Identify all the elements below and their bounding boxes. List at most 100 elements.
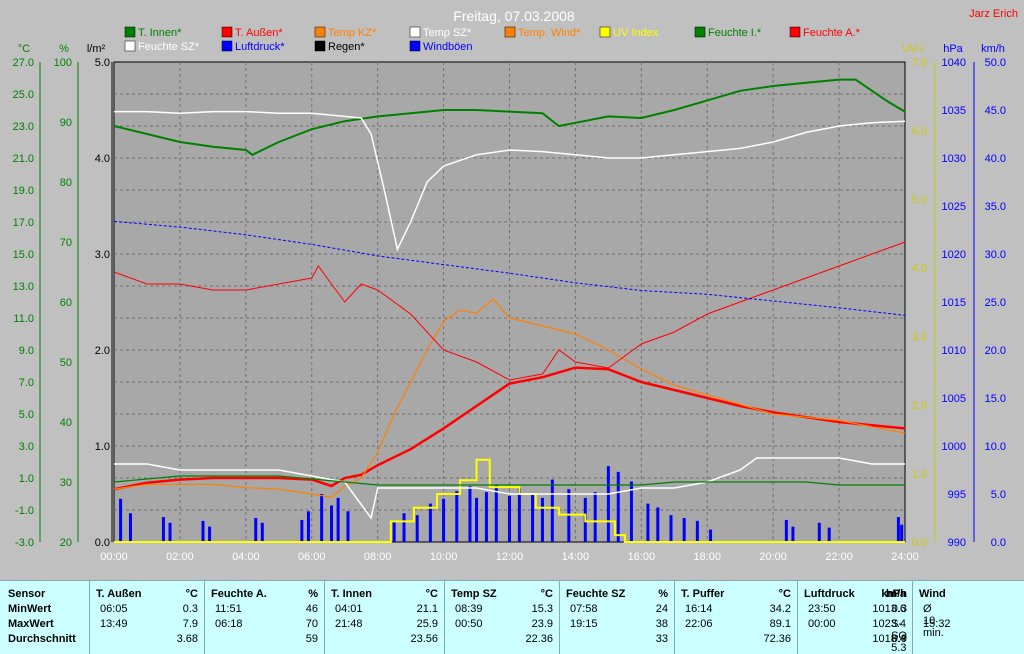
legend-label: Luftdruck* [235,41,285,53]
axis-tick-label: 6.0 [912,126,927,138]
axis-tick-label: 3.0 [19,441,34,453]
x-tick-label: 10:00 [430,551,458,563]
axis-tick-label: 990 [948,537,966,549]
x-tick-label: 18:00 [693,551,721,563]
axis-tick-label: 1010 [942,345,966,357]
axis-tick-label: 1030 [942,153,966,165]
axis-tick-label: 5.0 [991,489,1006,501]
axis-tick-label: 1005 [942,393,966,405]
stats-unit: % [658,588,668,600]
axis-tick-label: 50 [60,357,72,369]
axis-tick-label: 19.0 [13,185,34,197]
stats-min-value: 34.2 [769,603,791,615]
series-luftdruck [113,220,906,316]
axis-unit: l/m² [87,43,106,55]
axis-tick-label: -3.0 [15,537,34,549]
stats-max-time: 15:32 [923,618,951,630]
stats-column: T. Innen °C 04:01 21.1 21:48 25.9 23.56 [325,581,445,654]
axis-tick-label: 100 [54,57,72,69]
axis-tick-label: 15.0 [13,249,34,261]
axis-tick-label: 1035 [942,105,966,117]
legend-swatch [124,40,136,52]
chart-title: Freitag, 07.03.2008 [453,8,575,24]
legend-label: Feuchte SZ* [138,41,200,53]
stats-avg-value: 0.9 [891,633,907,645]
legend-label: Temp SZ* [423,27,472,39]
stats-max-value: 25.9 [416,618,438,630]
stats-max-time: 00:50 [455,618,483,630]
stats-sensor-name: Wind [919,588,946,600]
axes: °C 27.0 25.0 23.0 21.0 19.0 17.0 15.0 13.0 11.0 9.… [13,43,1006,563]
axis-tick-label: 90 [60,117,72,129]
axis-tick-label: 1040 [942,57,966,69]
series-feuchte-a [113,241,906,381]
stats-min-time: 16:14 [685,603,713,615]
stats-unit: °C [778,588,791,600]
stats-sensor-name: Feuchte A. [211,588,267,600]
stats-unit: hPa [885,588,906,600]
legend-label: Regen* [328,41,365,53]
stats-min-value: 0.3 [182,603,198,615]
stats-sensor-name: T. Puffer [681,588,725,600]
stats-min-time: 23:50 [808,603,836,615]
series-layer [113,78,906,543]
axis-tick-label: 27.0 [13,57,34,69]
legend-swatch [221,40,233,52]
axis-tick-label: 80 [60,177,72,189]
axis-tick-label: 30.0 [985,249,1006,261]
stats-unit: °C [540,588,553,600]
axis-tick-label: 2.0 [912,400,927,412]
axis-tick-label: 7.0 [912,57,927,69]
x-tick-label: 16:00 [628,551,656,563]
axis-tick-label: 60 [60,297,72,309]
axis-unit: % [59,43,69,55]
x-tick-label: 22:00 [825,551,853,563]
axis-tick-label: 3.0 [912,331,927,343]
legend-label: Feuchte A.* [803,27,861,39]
stats-column: T. Außen °C 06:05 0.3 13:49 7.9 3.68 [90,581,205,654]
stats-min-time: 06:05 [100,603,128,615]
stats-avg-value: 33 [655,633,668,645]
legend-swatch [409,40,421,52]
chart-svg: °C 27.0 25.0 23.0 21.0 19.0 17.0 15.0 13.0 11.0 9.… [13,8,1018,563]
stats-avg-value: 72.36 [763,633,791,645]
axis-tick-label: 1.0 [912,468,927,480]
author-label: Jarz Erich [969,8,1018,20]
stats-panel: Sensor MinWert MaxWert Durchschnitt T. Außen… [0,580,1024,654]
legend-label: T. Innen* [138,27,182,39]
stats-column: Temp SZ °C 08:39 15.3 00:50 23.9 22.36 [445,581,560,654]
series-t-innen [113,78,906,156]
stats-avg-value: 22.36 [525,633,553,645]
axis-tick-label: 40.0 [985,153,1006,165]
x-tick-label: 00:00 [100,551,128,563]
stats-min-value: 24 [655,603,668,615]
stats-min-time: 04:01 [335,603,363,615]
axis-unit: °C [18,43,30,55]
axis-tick-label: 23.0 [13,121,34,133]
legend: T. Innen* T. Außen* Temp KZ* Temp SZ* Temp. … [124,26,861,53]
stats-max-value: 89.1 [769,618,791,630]
axis-tick-label: 1020 [942,249,966,261]
legend-swatch [124,26,136,38]
stats-min-time: Ø 10 min. [923,603,944,639]
axis-tick-label: 5.0 [912,194,927,206]
x-tick-label: 02:00 [166,551,194,563]
series-uv-index [114,458,905,543]
axis-tick-label: 7.0 [19,377,34,389]
axis-tick-label: 9.0 [19,345,34,357]
stats-max-value: 23.9 [531,618,553,630]
stats-unit: °C [425,588,438,600]
axis-tick-label: 50.0 [985,57,1006,69]
stats-avg-value: 1018.4 [872,633,906,645]
stats-min-time: 08:39 [455,603,483,615]
axis-tick-label: 1.0 [95,441,110,453]
stats-min-value: 46 [305,603,318,615]
axis-tick-label: 40 [60,417,72,429]
x-tick-label: 06:00 [298,551,326,563]
stats-max-value: 7.9 [182,618,198,630]
axis-tick-label: 25.0 [985,297,1006,309]
stats-unit: °C [185,588,198,600]
legend-swatch [599,26,611,38]
axis-tick-label: 4.0 [95,153,110,165]
legend-swatch [221,26,233,38]
